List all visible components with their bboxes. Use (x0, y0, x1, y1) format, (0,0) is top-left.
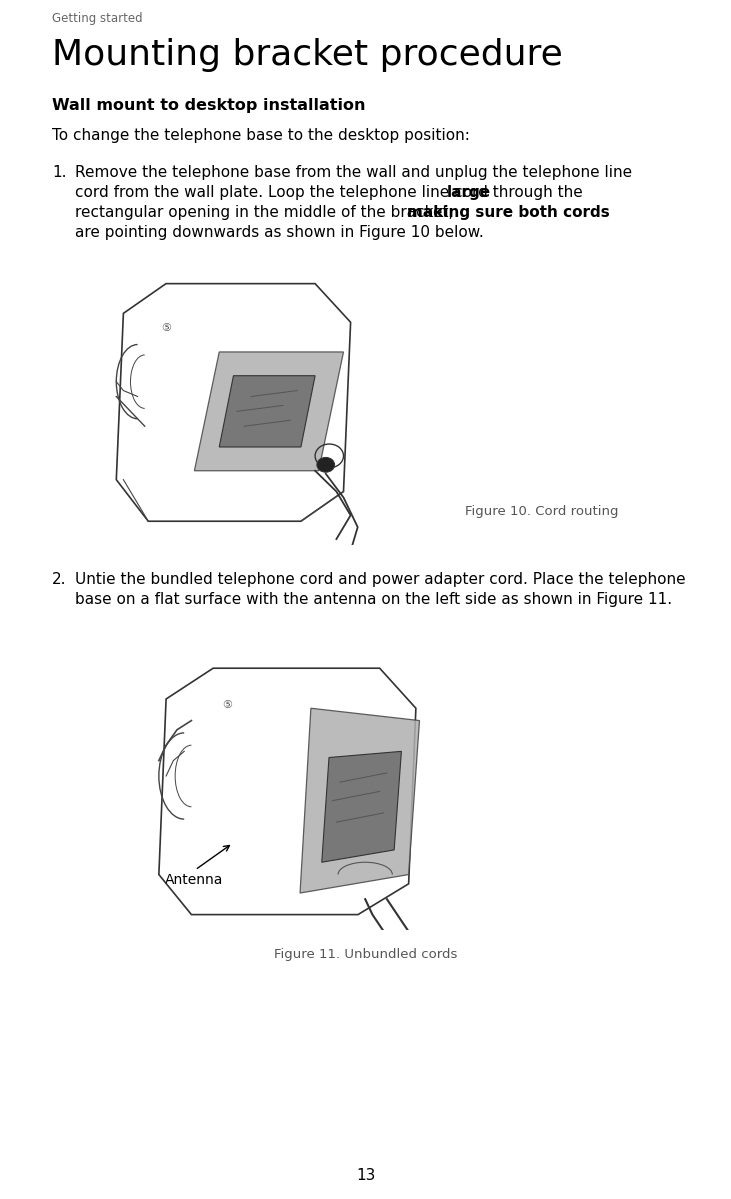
Text: Remove the telephone base from the wall and unplug the telephone line: Remove the telephone base from the wall … (75, 165, 632, 180)
Text: 1.: 1. (52, 165, 67, 180)
Circle shape (317, 457, 335, 472)
Text: To change the telephone base to the desktop position:: To change the telephone base to the desk… (52, 128, 470, 143)
Polygon shape (219, 375, 315, 447)
Text: 13: 13 (356, 1168, 375, 1183)
Text: base on a flat surface with the antenna on the left side as shown in Figure 11.: base on a flat surface with the antenna … (75, 592, 672, 607)
Text: Figure 11. Unbundled cords: Figure 11. Unbundled cords (274, 948, 457, 962)
Polygon shape (322, 752, 401, 862)
Text: rectangular opening in the middle of the bracket,: rectangular opening in the middle of the… (75, 205, 458, 219)
Text: are pointing downwards as shown in Figure 10 below.: are pointing downwards as shown in Figur… (75, 225, 484, 240)
Text: cord from the wall plate. Loop the telephone line cord through the: cord from the wall plate. Loop the telep… (75, 185, 588, 200)
Polygon shape (194, 353, 344, 471)
Text: Wall mount to desktop installation: Wall mount to desktop installation (52, 98, 366, 113)
Text: ⑤: ⑤ (161, 324, 171, 333)
Text: Antenna: Antenna (165, 873, 224, 887)
Text: Getting started: Getting started (52, 12, 143, 25)
Text: ⑤: ⑤ (223, 700, 232, 710)
Text: Untie the bundled telephone cord and power adapter cord. Place the telephone: Untie the bundled telephone cord and pow… (75, 572, 686, 588)
Text: 2.: 2. (52, 572, 67, 588)
Polygon shape (300, 709, 420, 893)
Text: Mounting bracket procedure: Mounting bracket procedure (52, 38, 563, 72)
Text: Figure 10. Cord routing: Figure 10. Cord routing (465, 505, 618, 518)
Text: large: large (447, 185, 491, 200)
Text: making sure both cords: making sure both cords (407, 205, 610, 219)
